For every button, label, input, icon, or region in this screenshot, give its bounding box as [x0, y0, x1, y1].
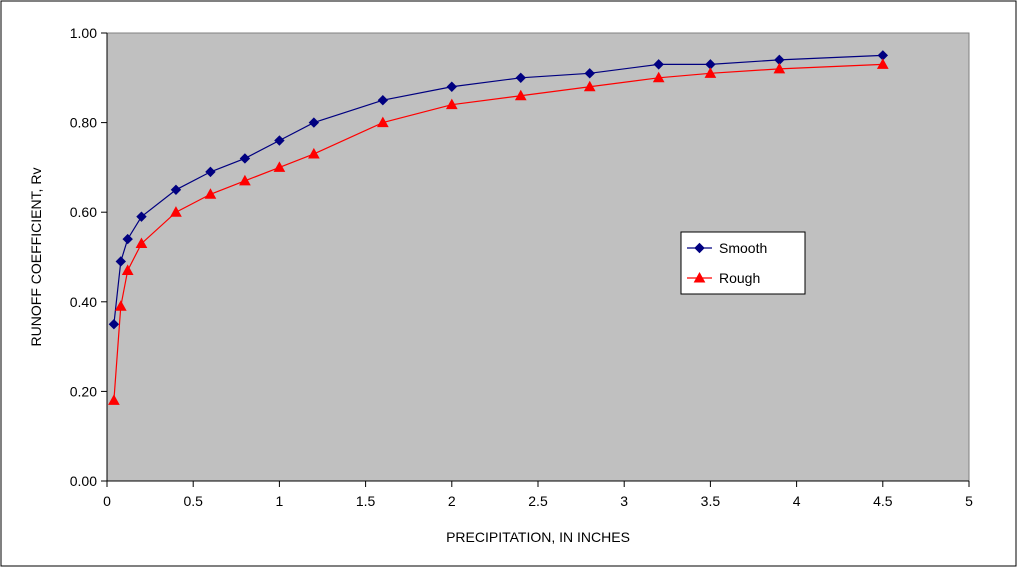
series-rough [108, 58, 889, 405]
data-point-smooth [170, 184, 182, 196]
data-point-smooth [115, 256, 126, 267]
data-point-smooth [274, 135, 285, 146]
x-tick-label: 2 [448, 493, 456, 509]
data-point-smooth [584, 68, 595, 79]
data-point-rough [204, 188, 217, 199]
plot-area [106, 32, 970, 482]
data-point-smooth [122, 233, 133, 245]
x-tick-label: 0 [103, 493, 111, 509]
legend-item-rough: Rough [687, 270, 760, 286]
x-tick-label: 3 [620, 493, 628, 509]
legend-label-rough: Rough [719, 270, 760, 286]
data-point-rough [239, 174, 251, 186]
data-point-rough [514, 89, 527, 101]
data-point-smooth [377, 94, 389, 106]
legend: Smooth Rough [680, 231, 806, 295]
data-point-rough [308, 147, 320, 159]
data-point-rough [652, 71, 665, 83]
x-tick-label: 1.5 [356, 493, 376, 509]
y-tick-label: 0.80 [70, 115, 97, 131]
data-point-rough [108, 394, 120, 405]
data-point-smooth [205, 166, 216, 178]
data-point-smooth [108, 318, 120, 330]
x-tick-label: 4.5 [873, 493, 893, 509]
data-point-rough [170, 206, 182, 217]
data-point-rough [376, 116, 389, 128]
legend-marker-smooth [694, 242, 705, 254]
y-tick-label: 0.00 [70, 473, 97, 489]
x-tick-label: 5 [965, 493, 973, 509]
data-point-smooth [515, 72, 526, 84]
legend-label-smooth: Smooth [719, 240, 767, 256]
legend-box [680, 231, 806, 295]
legend-item-smooth: Smooth [687, 240, 767, 256]
y-tick-label: 0.40 [70, 294, 97, 310]
series-smooth [108, 50, 889, 330]
x-tick-label: 4 [793, 493, 801, 509]
data-point-rough [773, 62, 786, 74]
y-tick-label: 0.60 [70, 204, 97, 220]
data-point-rough [114, 300, 127, 311]
data-point-smooth [653, 59, 664, 70]
data-point-rough [273, 161, 286, 172]
data-point-rough [135, 237, 148, 249]
data-point-smooth [308, 117, 320, 128]
x-tick-label: 2.5 [528, 493, 548, 509]
y-tick-label: 1.00 [70, 25, 97, 41]
data-point-rough [876, 58, 889, 69]
data-point-rough [121, 264, 134, 275]
y-tick-label: 0.20 [70, 383, 97, 399]
data-point-smooth [446, 81, 458, 92]
x-tick-label: 1 [276, 493, 284, 509]
y-axis-title: RUNOFF COEFFICIENT, Rv [28, 168, 44, 347]
data-point-rough [583, 80, 596, 92]
data-point-rough [445, 98, 458, 110]
data-point-smooth [136, 211, 147, 222]
x-tick-label: 3.5 [701, 493, 721, 509]
x-axis-title: PRECIPITATION, IN INCHES [446, 529, 630, 545]
x-tick-label: 0.5 [183, 493, 203, 509]
legend-marker-rough [693, 271, 706, 283]
data-point-smooth [239, 153, 251, 164]
data-point-rough [704, 67, 717, 78]
